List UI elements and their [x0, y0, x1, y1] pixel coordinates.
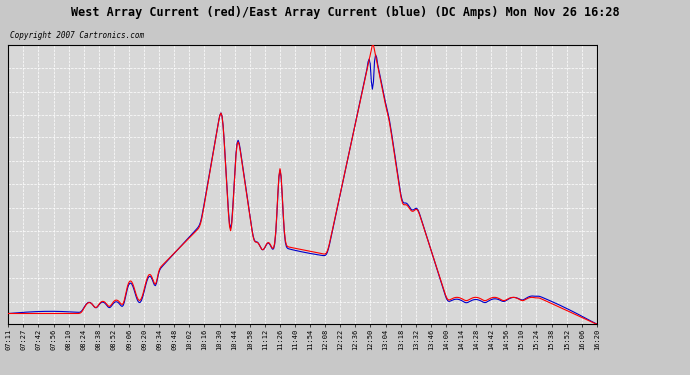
Text: Copyright 2007 Cartronics.com: Copyright 2007 Cartronics.com — [10, 31, 144, 40]
Text: West Array Current (red)/East Array Current (blue) (DC Amps) Mon Nov 26 16:28: West Array Current (red)/East Array Curr… — [70, 6, 620, 19]
